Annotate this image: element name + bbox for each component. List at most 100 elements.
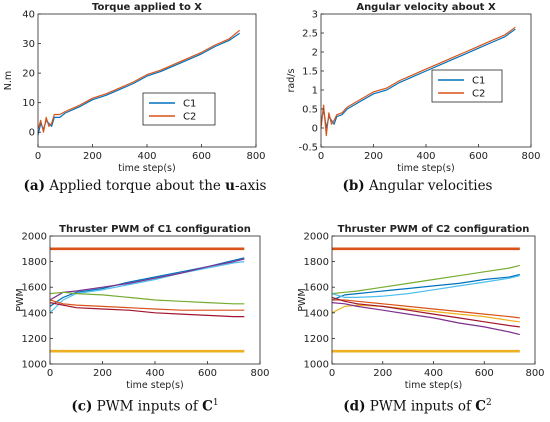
chart-title: Torque applied to X [92, 2, 202, 13]
x-tick-label: 0 [318, 151, 324, 162]
y-tick-label: 40 [22, 10, 35, 21]
caption-text: Applied torque about the [45, 178, 226, 194]
y-tick-label: 1.5 [302, 67, 318, 78]
x-tick-label: 800 [246, 151, 265, 162]
chart-title: Thruster PWM of C1 configuration [59, 224, 251, 235]
y-tick-label: 30 [22, 39, 35, 50]
series-line-4 [332, 275, 520, 299]
chart-title: Thruster PWM of C2 configuration [338, 224, 530, 235]
x-tick-label: 600 [192, 151, 211, 162]
legend-label: C1 [183, 99, 196, 110]
angular-velocity-chart: Angular velocity about X 0 200 400 600 800 -0.… [286, 2, 541, 174]
caption-d: (d) PWM inputs of C2 [285, 398, 550, 415]
legend-label: C1 [472, 76, 485, 87]
y-tick-label: 1200 [22, 334, 47, 345]
caption-text: Angular velocities [364, 178, 493, 194]
series-line-6 [50, 299, 245, 311]
x-tick-label: 0 [329, 368, 335, 379]
axes-box [37, 13, 257, 148]
series-line-c2 [38, 29, 241, 133]
caption-bold: C [475, 398, 486, 415]
y-tick-label: 1800 [304, 257, 329, 268]
caption-b: (b) Angular velocities [285, 178, 550, 194]
series-line-5 [332, 299, 520, 319]
series-line-3 [50, 261, 245, 314]
series-line-2 [332, 264, 520, 295]
torque-chart: Torque applied to X 0 200 400 600 800 0 10 20 30 4… [3, 2, 266, 174]
legend-label: C2 [183, 112, 196, 123]
chart-title: Angular velocity about X [356, 2, 496, 13]
y-tick-label: -0.5 [298, 143, 318, 154]
y-tick-label: 1000 [304, 360, 329, 371]
pwm-c1-chart: Thruster PWM of C1 configuration 0 200 400 6… [15, 224, 270, 391]
x-tick-label: 400 [137, 151, 156, 162]
x-tick-label: 0 [47, 368, 53, 379]
y-axis-label: PWM [297, 288, 308, 311]
y-tick-label: 0 [312, 124, 318, 135]
y-tick-label: 20 [22, 69, 35, 80]
y-tick-label: 1 [312, 86, 318, 97]
series-line-8 [332, 302, 520, 336]
series-line-7 [332, 296, 520, 328]
y-tick-label: 2.5 [302, 29, 318, 40]
y-axis-label: N.m [3, 71, 14, 90]
caption-tag: (b) [342, 178, 365, 194]
x-axis-label: time step(s) [126, 380, 183, 391]
y-tick-label: 0.5 [302, 105, 318, 116]
series-line-7 [50, 302, 245, 318]
x-tick-label: 800 [250, 368, 269, 379]
caption-sup: 2 [486, 398, 492, 408]
x-axis-label: time step(s) [405, 380, 462, 391]
caption-tag: (d) [343, 398, 366, 415]
series-line-2 [50, 257, 245, 307]
series-line-6 [332, 304, 520, 323]
y-tick-label: 2 [312, 48, 318, 59]
y-tick-label: 0 [29, 128, 35, 139]
series-line-c2 [321, 26, 516, 137]
caption-tag: (a) [23, 178, 46, 194]
y-tick-label: 1800 [22, 257, 47, 268]
x-tick-label: 200 [83, 151, 102, 162]
y-tick-label: 3 [312, 10, 318, 21]
x-tick-label: 600 [198, 368, 217, 379]
x-tick-label: 200 [364, 151, 383, 162]
x-tick-label: 400 [145, 368, 164, 379]
x-axis-label: time step(s) [118, 163, 175, 174]
axes-box [331, 235, 536, 365]
y-tick-label: 1400 [22, 308, 47, 319]
y-axis-label: PWM [15, 288, 26, 311]
legend-label: C2 [472, 89, 485, 100]
y-tick-label: 1200 [304, 334, 329, 345]
y-tick-label: 1000 [22, 360, 47, 371]
series-line-3 [332, 273, 520, 301]
y-tick-label: 2000 [22, 232, 47, 243]
x-tick-label: 400 [416, 151, 435, 162]
x-tick-label: 800 [521, 151, 540, 162]
y-tick-label: 1600 [304, 283, 329, 294]
caption-sup: 1 [212, 398, 219, 408]
caption-tag: (c) [71, 398, 93, 415]
y-tick-label: 2000 [304, 232, 329, 243]
caption-a: (a) Applied torque about the u-axis [0, 178, 290, 194]
series-line-4 [50, 258, 245, 301]
caption-text: PWM inputs of [365, 398, 476, 415]
x-tick-label: 200 [93, 368, 112, 379]
caption-text-post: -axis [235, 178, 267, 194]
x-tick-label: 600 [475, 368, 494, 379]
caption-bold: C [202, 398, 213, 415]
y-tick-label: 1400 [304, 308, 329, 319]
series-line-5 [50, 291, 245, 305]
y-axis-label: rad/s [286, 69, 297, 93]
x-tick-label: 400 [424, 368, 443, 379]
x-tick-label: 200 [373, 368, 392, 379]
caption-text: PWM inputs of [92, 398, 203, 415]
x-axis-label: time step(s) [397, 163, 454, 174]
caption-c: (c) PWM inputs of C1 [0, 398, 290, 415]
x-tick-label: 0 [35, 151, 41, 162]
x-tick-label: 800 [525, 368, 544, 379]
caption-bold: u [225, 178, 235, 194]
y-tick-label: 1600 [22, 283, 47, 294]
pwm-c2-chart: Thruster PWM of C2 configuration 0 200 400 6… [297, 224, 545, 391]
